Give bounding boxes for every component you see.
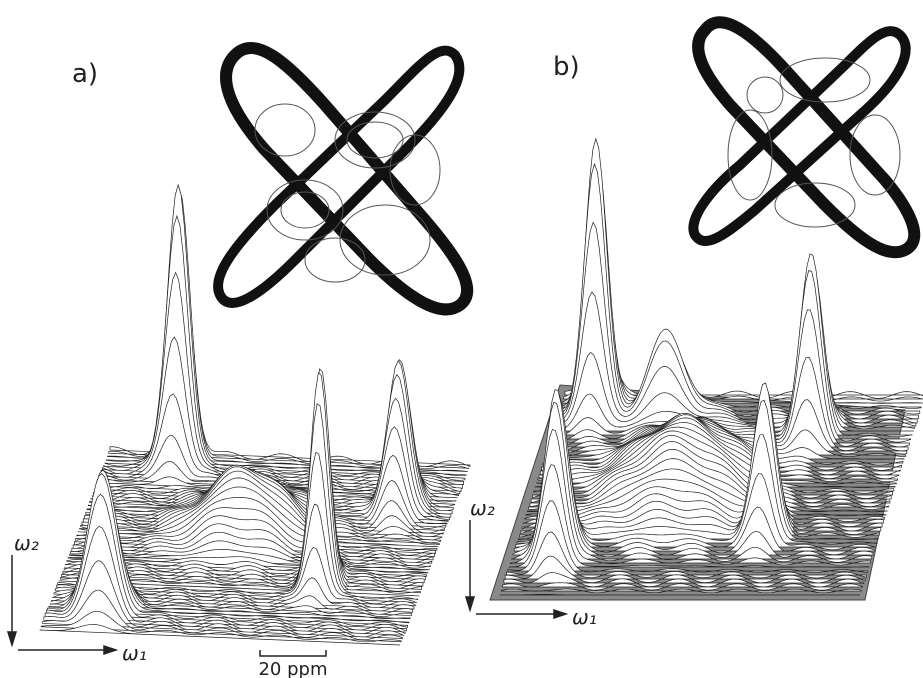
scale-bar-label: 20 ppm	[258, 659, 327, 678]
panel-label: b)	[553, 52, 580, 82]
cross-ridge	[218, 51, 459, 303]
cross-ridge	[693, 31, 905, 241]
contour-plot	[693, 22, 914, 252]
axis-label: ω₁	[122, 641, 147, 665]
diagonal-ridge	[698, 22, 914, 252]
stacked-plot	[40, 185, 470, 645]
axis-label: ω₁	[572, 605, 597, 629]
diagonal-ridge	[226, 48, 467, 309]
panel-label: a)	[72, 59, 98, 89]
axis-label: ω₂	[470, 496, 495, 520]
contour-plot	[218, 48, 467, 309]
figure: a) b) ω₂ ω₁ ω₂ ω₁ 20 ppm	[0, 0, 923, 678]
axis-label: ω₂	[14, 531, 39, 555]
